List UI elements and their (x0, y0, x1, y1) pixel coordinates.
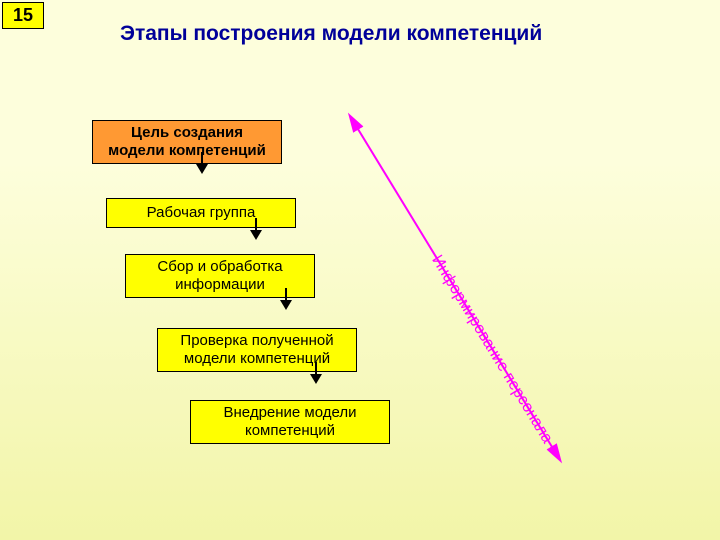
box-deploy-text: Внедрение модели компетенций (201, 404, 379, 440)
slide-title: Этапы построения модели компетенций (120, 22, 542, 46)
box-collect-text: Сбор и обработка информации (136, 258, 304, 294)
page-number-badge: 15 (2, 2, 44, 29)
box-check-text: Проверка полученной модели компетенций (168, 332, 346, 368)
down-arrow-icon (280, 300, 292, 310)
box-check-model: Проверка полученной модели компетенций (157, 328, 357, 372)
box-group-text: Рабочая группа (147, 204, 256, 222)
down-arrow-icon (310, 374, 322, 384)
box-goal: Цель создания модели компетенций (92, 120, 282, 164)
box-working-group: Рабочая группа (106, 198, 296, 228)
box-goal-text: Цель создания модели компетенций (103, 124, 271, 160)
down-arrow-icon (250, 230, 262, 240)
slide-background (0, 0, 720, 540)
box-deploy-model: Внедрение модели компетенций (190, 400, 390, 444)
down-arrow-icon (196, 164, 208, 174)
